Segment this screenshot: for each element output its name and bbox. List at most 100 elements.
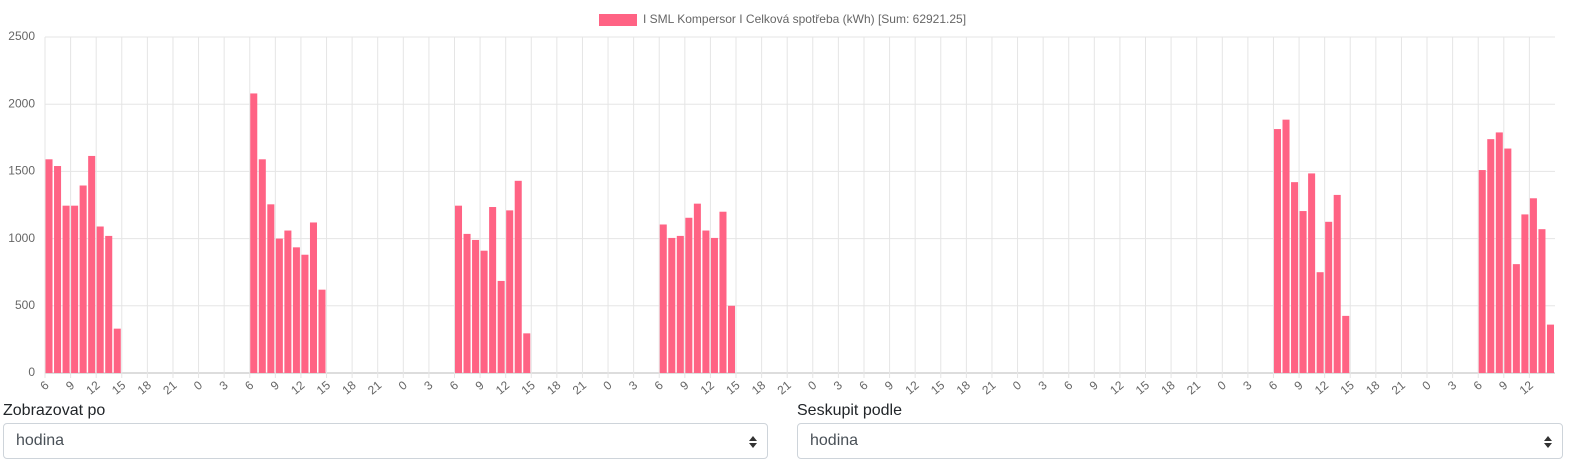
bar [54, 166, 62, 373]
x-tick-label: 9 [473, 378, 487, 393]
bar [275, 238, 283, 373]
x-tick-label: 12 [83, 378, 102, 395]
x-tick-label: 3 [421, 378, 435, 393]
bar [1325, 221, 1333, 373]
bar [267, 204, 275, 373]
x-tick-label: 12 [1312, 378, 1331, 395]
x-tick-label: 0 [396, 378, 410, 393]
bar [523, 333, 531, 373]
y-tick-label: 500 [15, 298, 35, 312]
bar [45, 159, 53, 373]
select[interactable]: hodina [797, 423, 1563, 459]
x-tick-label: 0 [191, 378, 205, 393]
x-tick-label: 3 [626, 378, 640, 393]
field-label: Zobrazovat po [3, 402, 106, 419]
bar [497, 280, 505, 373]
x-tick-label: 9 [677, 378, 691, 393]
bar [258, 159, 266, 373]
x-tick-label: 15 [723, 378, 742, 395]
x-tick-label: 12 [1107, 378, 1126, 395]
x-tick-label: 18 [749, 378, 768, 395]
bar [1538, 229, 1546, 373]
x-tick-label: 3 [1036, 378, 1050, 393]
legend-label: I SML Kompersor I Celková spotřeba (kWh)… [643, 12, 966, 26]
y-tick-label: 2000 [8, 96, 35, 110]
x-tick-label: 12 [698, 378, 717, 395]
x-tick-label: 6 [1061, 378, 1075, 393]
x-tick-label: 0 [1419, 378, 1433, 393]
field-label: Seskupit podle [797, 402, 902, 419]
bar [1316, 272, 1324, 373]
y-tick-label: 1000 [8, 231, 35, 245]
x-tick-label: 18 [1158, 378, 1177, 395]
bar [685, 217, 693, 373]
x-tick-label: 18 [1363, 378, 1382, 395]
bar [668, 237, 676, 373]
bar [1495, 132, 1503, 373]
x-tick-label: 21 [775, 378, 794, 395]
x-tick-label: 21 [160, 378, 179, 395]
bar [250, 93, 258, 373]
bar [1521, 214, 1529, 373]
x-tick-label: 0 [805, 378, 819, 393]
bar [1308, 173, 1316, 373]
x-tick-label: 6 [652, 378, 666, 393]
bar [88, 155, 96, 373]
bar [62, 205, 70, 373]
x-tick-label: 12 [1517, 378, 1536, 395]
bar [318, 289, 326, 373]
bar [1333, 194, 1341, 373]
x-tick-label: 12 [902, 378, 921, 395]
bar [676, 235, 684, 373]
bar [454, 205, 463, 373]
x-tick-label: 21 [1184, 378, 1203, 395]
x-tick-label: 0 [1215, 378, 1229, 393]
x-tick-label: 9 [1496, 378, 1510, 393]
y-tick-label: 0 [28, 365, 35, 379]
bar [79, 185, 87, 373]
x-tick-label: 9 [1291, 378, 1305, 393]
x-tick-label: 6 [447, 378, 461, 393]
x-tick-label: 21 [365, 378, 384, 395]
x-tick-label: 6 [1266, 378, 1280, 393]
bar [1512, 264, 1520, 373]
bar [727, 305, 736, 373]
bar [472, 239, 480, 373]
x-tick-label: 9 [268, 378, 282, 393]
x-tick-label: 15 [1338, 378, 1357, 395]
select-value: hodina [810, 432, 859, 449]
select-value: hodina [16, 432, 65, 449]
x-tick-label: 18 [954, 378, 973, 395]
x-tick-label: 6 [37, 378, 51, 393]
x-tick-label: 9 [1087, 378, 1101, 393]
bar [1282, 119, 1290, 373]
x-tick-label: 12 [493, 378, 512, 395]
bar [1546, 324, 1554, 373]
bar [1291, 182, 1299, 373]
x-tick-label: 3 [217, 378, 231, 393]
bar [506, 210, 514, 373]
x-tick-label: 9 [882, 378, 896, 393]
x-tick-label: 15 [928, 378, 947, 395]
x-tick-label: 6 [856, 378, 870, 393]
x-tick-label: 15 [109, 378, 128, 395]
x-tick-label: 3 [1240, 378, 1254, 393]
bar [301, 254, 309, 373]
x-tick-label: 3 [831, 378, 845, 393]
bar [1299, 211, 1307, 373]
bar [1529, 198, 1537, 373]
y-tick-label: 2500 [8, 29, 35, 43]
x-tick-label: 21 [979, 378, 998, 395]
x-tick-label: 0 [600, 378, 614, 393]
select[interactable]: hodina [3, 423, 768, 459]
bar [489, 207, 497, 373]
bar [284, 230, 292, 373]
x-tick-label: 15 [314, 378, 333, 395]
x-tick-label: 3 [1445, 378, 1459, 393]
bar [309, 222, 317, 373]
x-tick-label: 0 [1010, 378, 1024, 393]
x-tick-label: 18 [544, 378, 563, 395]
y-tick-label: 1500 [8, 164, 35, 178]
bar [113, 328, 121, 373]
